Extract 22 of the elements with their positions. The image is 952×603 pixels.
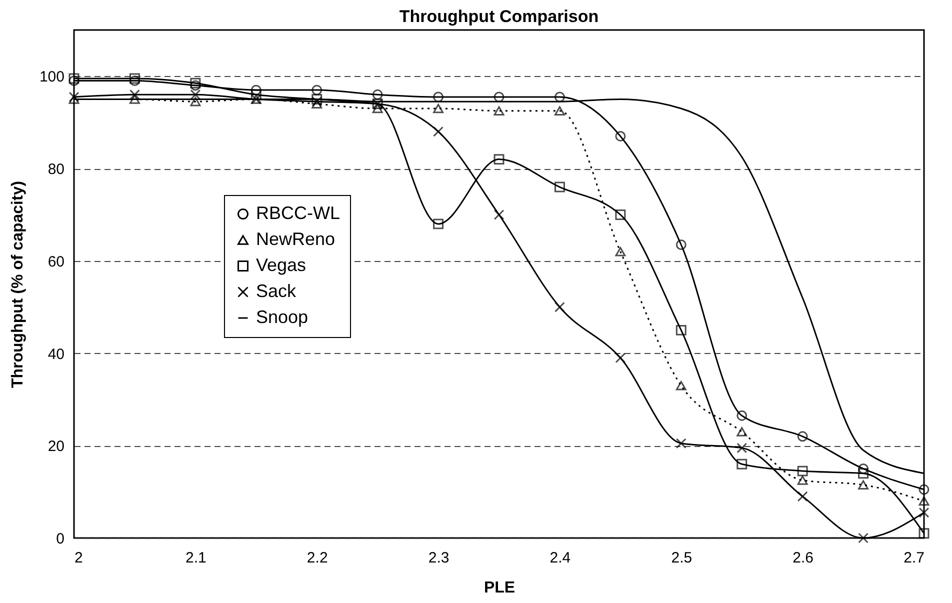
legend-label: Vegas — [256, 255, 306, 275]
x-tick-label: 2.6 — [792, 550, 814, 566]
y-tick-label: 80 — [48, 161, 64, 178]
legend-label: RBCC-WL — [256, 203, 340, 223]
x-tick-label: 2.7 — [904, 550, 924, 566]
legend-label: Snoop — [256, 307, 308, 327]
legend-label: Sack — [256, 281, 298, 301]
y-tick-label: 20 — [48, 438, 64, 456]
y-tick-label: 100 — [39, 68, 64, 86]
x-tick-label: 2 — [74, 550, 83, 566]
y-tick-label: 60 — [48, 253, 64, 270]
y-tick-label: 40 — [48, 346, 64, 363]
chart-title: Throughput Comparison — [399, 7, 599, 26]
x-tick-label: 2.3 — [428, 550, 450, 566]
x-axis-title: PLE — [484, 580, 516, 596]
x-tick-label: 2.5 — [671, 550, 692, 566]
legend-label: NewReno — [256, 229, 336, 249]
x-tick-label: 2.1 — [186, 550, 206, 566]
x-tick-label: 2.2 — [306, 550, 328, 566]
y-tick-label: 0 — [56, 530, 64, 548]
y-axis-title: Throughput (% of capacity) — [9, 180, 26, 388]
x-tick-label: 2.4 — [550, 550, 571, 566]
